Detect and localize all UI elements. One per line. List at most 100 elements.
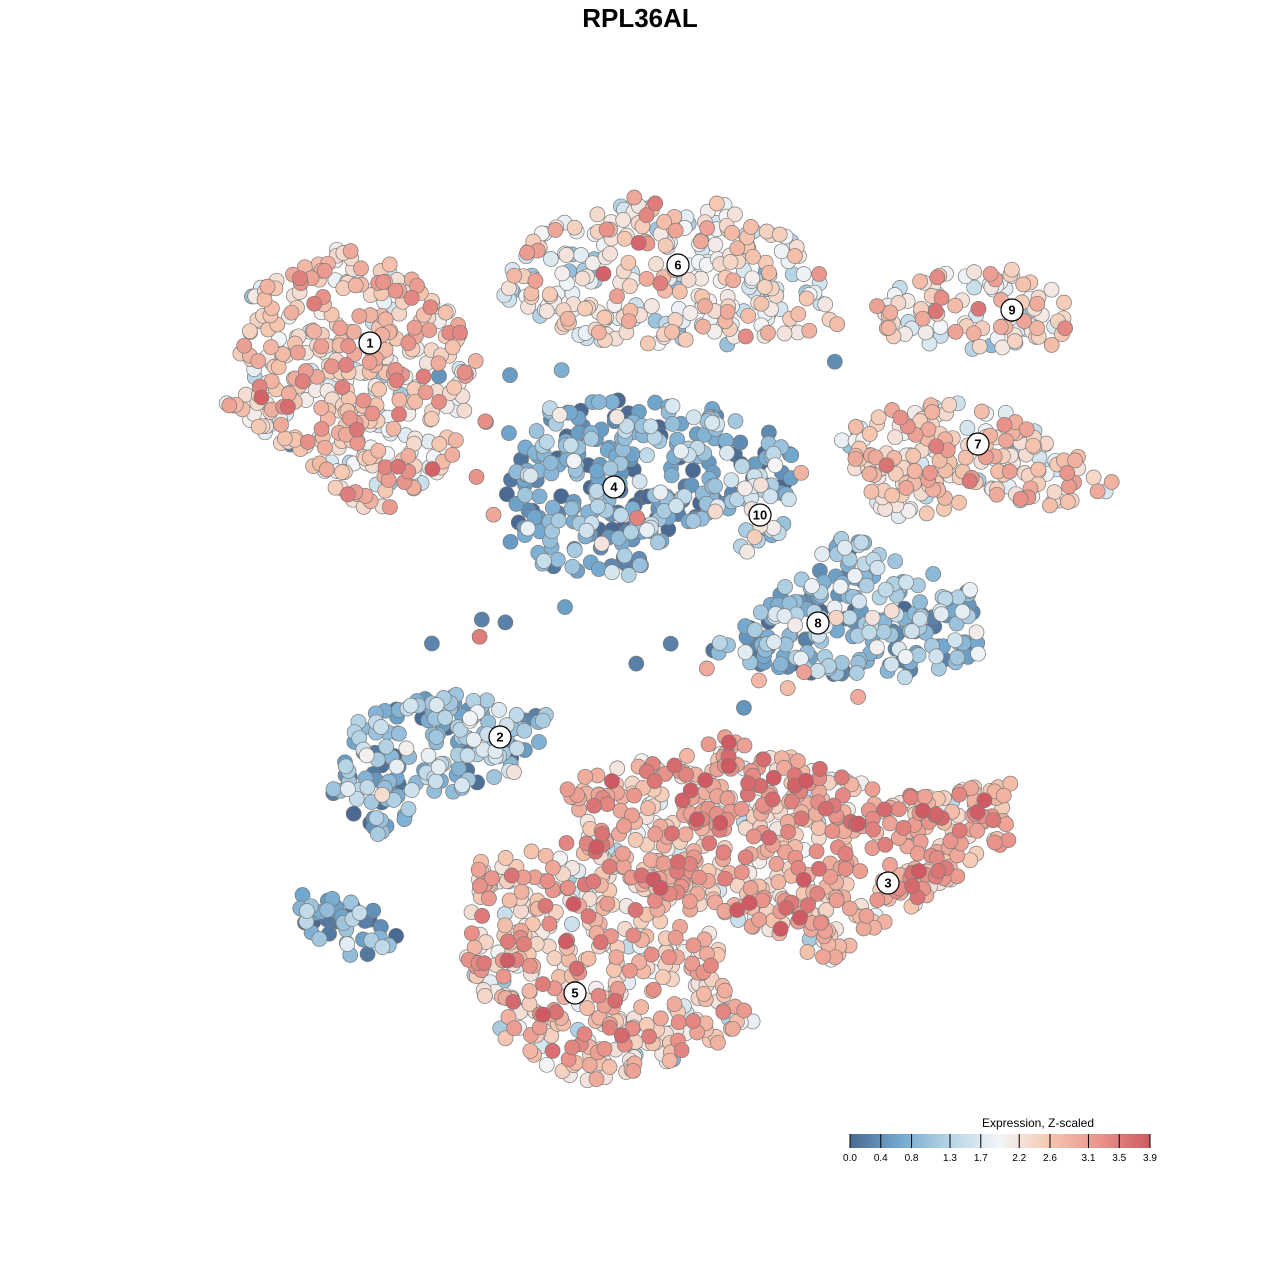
cell-point: [643, 298, 660, 314]
cell-point: [424, 635, 440, 652]
cluster-label-badge: [358, 331, 382, 355]
cell-point: [632, 557, 648, 573]
cell-point: [1060, 494, 1076, 510]
cell-point: [836, 539, 853, 556]
cell-point: [521, 957, 538, 974]
cell-point: [911, 863, 927, 879]
cell-point: [828, 892, 845, 909]
cell-point: [767, 457, 784, 474]
cell-point: [522, 467, 539, 484]
cell-point: [673, 443, 689, 460]
cell-point: [647, 195, 664, 212]
cell-point: [527, 272, 544, 289]
cell-point: [790, 753, 806, 769]
cell-point: [904, 878, 921, 895]
cell-point: [998, 432, 1014, 449]
cell-point: [906, 463, 923, 479]
cluster-label-text: 4: [610, 480, 618, 495]
cell-point: [647, 826, 664, 842]
cell-point: [988, 486, 1005, 503]
cell-point: [502, 367, 518, 383]
cell-point: [915, 802, 931, 819]
cluster-label-8: 8: [806, 611, 830, 635]
cell-point: [564, 558, 581, 575]
cell-point: [537, 897, 554, 914]
cell-point: [503, 867, 520, 884]
cluster-label-badge: [563, 981, 587, 1005]
cell-point: [720, 757, 737, 774]
cell-point: [491, 702, 507, 718]
cell-point: [771, 226, 788, 243]
cell-point: [590, 987, 607, 1004]
cell-point: [538, 434, 555, 450]
cell-point: [776, 608, 793, 624]
cell-point: [783, 793, 800, 810]
cell-point: [389, 458, 406, 475]
cell-point: [474, 908, 490, 924]
cell-point: [370, 442, 387, 459]
chart-title: RPL36AL: [582, 3, 698, 33]
cell-point: [468, 469, 485, 485]
cell-point: [700, 736, 717, 753]
cell-point: [388, 372, 405, 389]
cell-point: [739, 543, 756, 560]
cell-point: [580, 950, 597, 967]
cell-point: [559, 310, 576, 327]
cell-point: [878, 457, 895, 474]
cell-point: [541, 915, 558, 932]
cell-point: [579, 1000, 596, 1016]
cell-point: [299, 903, 315, 919]
cell-point: [933, 606, 950, 622]
cell-point: [598, 221, 615, 238]
cell-point: [615, 845, 631, 862]
cell-point: [768, 856, 785, 872]
cell-point: [756, 279, 773, 295]
cell-point: [664, 416, 681, 432]
cell-point: [402, 697, 419, 714]
cell-point: [403, 782, 420, 798]
cell-point: [712, 815, 729, 831]
cell-point: [456, 402, 473, 419]
cell-point: [519, 244, 536, 261]
cell-point: [497, 1030, 514, 1047]
cell-point: [640, 800, 656, 817]
cell-point: [870, 409, 887, 426]
cell-point: [462, 710, 478, 727]
cell-point: [696, 986, 712, 1002]
cell-point: [463, 925, 480, 942]
cell-point: [869, 639, 885, 656]
cell-point: [737, 849, 754, 866]
cell-point: [930, 863, 947, 879]
cell-point: [472, 878, 488, 894]
cell-point: [588, 483, 605, 499]
cell-point: [633, 999, 649, 1015]
cell-point: [508, 707, 525, 723]
cell-point: [313, 400, 330, 416]
cell-point: [316, 262, 333, 279]
legend-tick-label: 2.2: [1012, 1153, 1026, 1164]
cell-point: [509, 740, 525, 757]
cell-point: [306, 295, 323, 312]
cell-point: [753, 295, 770, 312]
cell-point: [545, 859, 561, 876]
cell-point: [864, 609, 881, 626]
cell-point: [348, 790, 365, 807]
cell-point: [957, 449, 974, 466]
cell-point: [444, 446, 461, 463]
cell-point: [655, 969, 671, 986]
cell-point: [253, 389, 270, 406]
cell-point: [834, 432, 850, 449]
cell-point: [616, 547, 633, 564]
cell-point: [369, 826, 386, 842]
cell-point: [826, 353, 843, 370]
cell-point: [477, 988, 493, 1004]
cell-point: [928, 648, 945, 665]
cell-point: [589, 206, 606, 223]
cell-point: [817, 800, 834, 817]
cell-point: [814, 546, 831, 562]
cell-point: [583, 430, 600, 447]
cell-point: [543, 454, 559, 471]
cell-point: [280, 399, 296, 415]
cell-point: [317, 439, 333, 456]
cell-point: [778, 900, 794, 916]
